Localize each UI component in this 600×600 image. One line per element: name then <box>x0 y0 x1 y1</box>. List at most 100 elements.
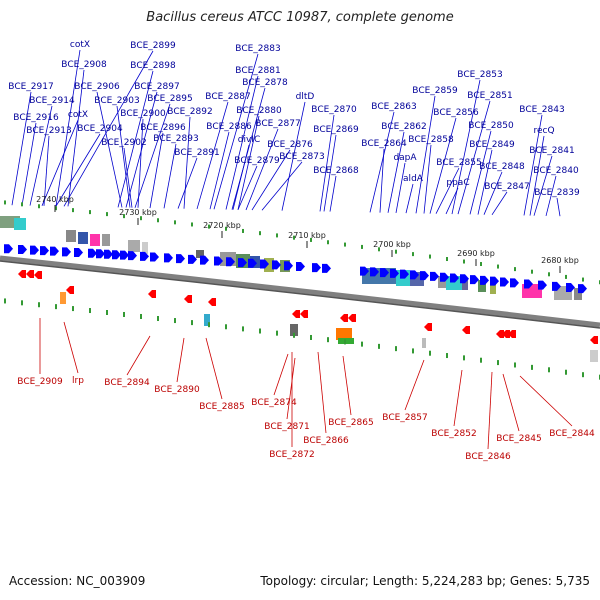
forward-leader <box>415 95 436 214</box>
tick-dot <box>429 350 431 356</box>
tick-dot <box>344 339 346 345</box>
forward-leader <box>491 191 508 216</box>
reverse-leader <box>453 369 463 427</box>
forward-gene-label: dapA <box>393 153 417 163</box>
forward-gene-label: BCE_2897 <box>134 82 179 92</box>
forward-gene-arrow <box>164 253 173 263</box>
tick-dot <box>157 218 159 223</box>
reverse-leader <box>342 355 352 416</box>
reverse-gene-arrow <box>18 270 26 278</box>
tick-dot <box>582 372 584 378</box>
reverse-gene-label: BCE_2874 <box>251 398 297 408</box>
tick-label: 2730 kbp <box>119 208 157 217</box>
reverse-leader <box>519 375 573 427</box>
forward-gene-arrow <box>40 246 49 256</box>
forward-leader <box>451 79 481 215</box>
reverse-gene-label: lrp <box>72 376 84 386</box>
forward-gene-label: BCE_2913 <box>26 126 71 136</box>
feature-block <box>90 234 100 246</box>
tick-dot <box>242 228 244 233</box>
reverse-gene-label: BCE_2857 <box>382 413 427 423</box>
forward-gene-label: BCE_2868 <box>313 166 359 176</box>
reverse-gene-arrow <box>208 298 216 306</box>
forward-leader <box>163 143 177 209</box>
forward-gene-label: BCE_2864 <box>361 139 407 149</box>
forward-gene-label: BCE_2879 <box>234 156 280 166</box>
forward-gene-arrow <box>150 252 159 262</box>
forward-gene-arrow <box>552 281 561 291</box>
tick-dot <box>123 311 125 317</box>
reverse-gene-label: BCE_2845 <box>496 434 541 444</box>
tick-dot <box>21 300 23 306</box>
tick-dot <box>565 369 567 375</box>
forward-gene-label: BCE_2870 <box>311 105 357 115</box>
tick-dot <box>191 222 193 227</box>
forward-gene-labels: cotX BCE_2899 BCE_2908 BCE_2898 BCE_2917 BCE_… <box>8 40 580 198</box>
forward-leader <box>231 87 266 210</box>
forward-gene-arrow <box>238 258 247 268</box>
forward-leader <box>387 131 405 213</box>
tick-dot <box>38 302 40 308</box>
forward-gene-label: BCE_2863 <box>371 102 416 112</box>
tick-dot <box>276 233 278 238</box>
reverse-leader <box>273 353 289 396</box>
reverse-gene-arrow <box>300 310 308 318</box>
tick-dot <box>72 306 74 312</box>
forward-gene-label: BCE_2855 <box>436 158 481 168</box>
forward-leader <box>323 134 337 212</box>
map-title: Bacillus cereus ATCC 10987, complete gen… <box>146 10 454 25</box>
tick-dot <box>293 332 295 338</box>
forward-gene-arrow <box>4 244 13 254</box>
tick-dot <box>480 357 482 363</box>
forward-gene-label: BCE_2892 <box>167 107 212 117</box>
forward-gene-arrow <box>510 278 519 288</box>
reverse-gene-arrow <box>348 314 356 322</box>
feature-block <box>462 278 468 290</box>
forward-gene-arrow <box>322 263 331 273</box>
forward-gene-arrow <box>120 250 129 260</box>
feature-block <box>290 324 298 336</box>
forward-gene-label: BCE_2908 <box>61 60 107 70</box>
forward-leader <box>429 117 457 214</box>
feature-block <box>574 288 582 300</box>
reverse-leader <box>286 357 296 420</box>
forward-gene-label: BCE_2914 <box>29 96 75 106</box>
forward-gene-label: BCE_2893 <box>153 134 198 144</box>
forward-gene-label: BCE_2839 <box>534 188 580 198</box>
tick-dot <box>446 257 448 262</box>
reverse-gene-arrow <box>508 330 516 338</box>
feature-block <box>478 280 486 292</box>
feature-block <box>196 250 204 258</box>
forward-gene-label: BCE_2903 <box>94 96 139 106</box>
forward-leader <box>196 101 229 210</box>
forward-leader <box>477 149 493 215</box>
feature-block <box>204 314 210 326</box>
tick-dot <box>225 226 227 231</box>
forward-gene-label: cotX <box>70 40 90 50</box>
genome-backbone <box>0 255 600 328</box>
tick-dot <box>89 308 91 314</box>
forward-leader <box>435 167 460 214</box>
forward-gene-arrow <box>284 261 293 271</box>
forward-leader <box>137 118 144 208</box>
feature-block <box>102 234 110 246</box>
reverse-leader <box>176 337 185 383</box>
forward-gene-label: BCE_2859 <box>412 86 458 96</box>
reverse-gene-label: BCE_2872 <box>269 450 314 460</box>
reverse-gene-label: BCE_2844 <box>549 429 595 439</box>
forward-gene-arrow <box>360 266 369 276</box>
forward-gene-arrow <box>566 283 575 293</box>
forward-leader <box>245 128 279 211</box>
reverse-leader <box>487 371 493 450</box>
forward-gene-label: BCE_2862 <box>381 122 426 132</box>
tick-dot <box>344 242 346 247</box>
tick-label: 2740 kbp <box>36 195 74 204</box>
forward-leader <box>116 105 131 208</box>
reverse-gene-labels: BCE_2909 lrp BCE_2894 BCE_2890 BCE_2885 BCE_2… <box>17 376 595 462</box>
tick-dot <box>157 316 159 322</box>
tick-dot <box>582 277 584 282</box>
forward-leader <box>445 187 459 215</box>
tick-label: 2690 kbp <box>457 249 495 258</box>
tick-dot <box>259 328 261 334</box>
